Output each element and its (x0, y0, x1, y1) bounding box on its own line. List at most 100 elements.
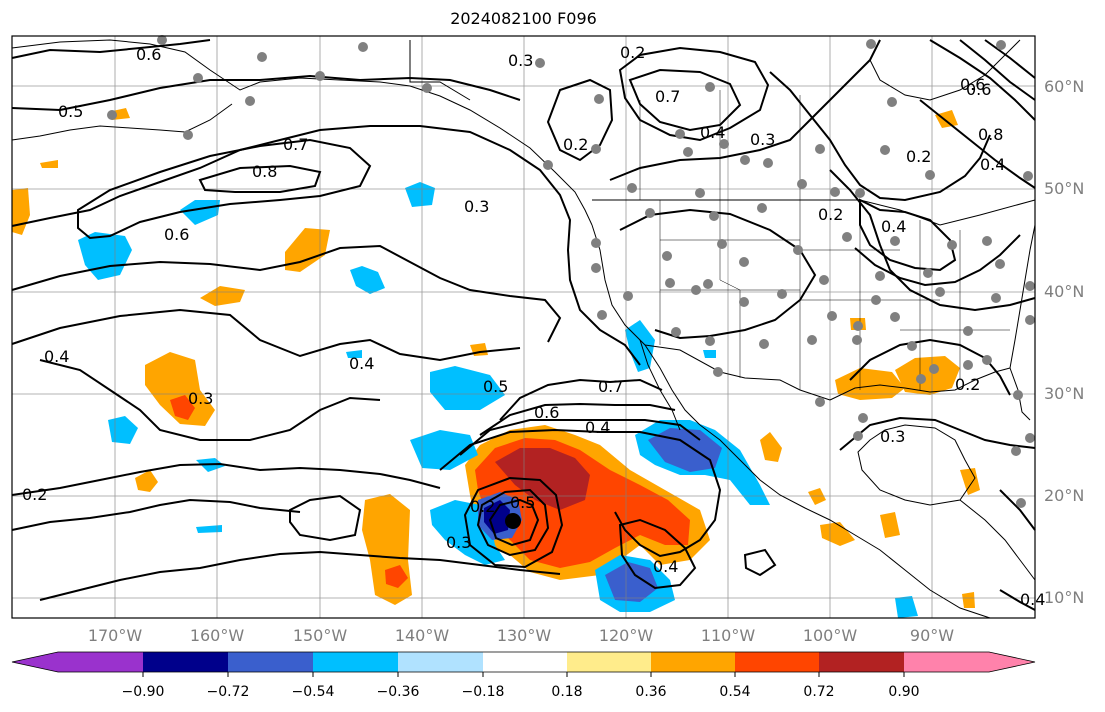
shade-lightblue (78, 232, 132, 280)
lat-label: 10°N (1044, 588, 1085, 607)
colorbar-tick-label: −0.54 (291, 684, 335, 700)
shade-orange (145, 352, 215, 426)
east-coast (1009, 224, 1036, 369)
contour-label: 0.7 (283, 135, 308, 154)
shade-navy (484, 500, 510, 534)
shade-orange (960, 468, 980, 495)
lon-label: 120°W (598, 626, 654, 645)
contour-label: 0.4 (700, 123, 725, 142)
colorbar-tick-label: 0.90 (888, 684, 920, 700)
contour-label: 0.5 (483, 377, 508, 396)
map-border (11, 35, 1036, 619)
shade-lightblue (430, 366, 505, 410)
contour-label: 0.7 (598, 377, 623, 396)
shade-red (385, 565, 408, 588)
contour-label: 0.8 (978, 125, 1003, 144)
shade-orange (880, 512, 900, 538)
shade-lightblue (703, 350, 716, 358)
contour-label: 0.6 (136, 45, 161, 64)
contour-label: 0.4 (881, 217, 906, 236)
shade-lightblue (108, 416, 138, 444)
shade-orange (135, 470, 158, 492)
lon-label: 90°W (909, 626, 955, 645)
contour-label: 0.3 (446, 533, 471, 552)
shade-orange (200, 286, 245, 306)
shade-darkred (495, 448, 590, 510)
contour-label: 0.6 (966, 80, 991, 99)
yucatan (857, 424, 976, 506)
shade-lightblue (196, 525, 222, 533)
colorbar-tick-label: 0.36 (635, 684, 667, 700)
contour-label: 0.3 (508, 51, 533, 70)
shade-blue (648, 428, 722, 472)
colorbar (11, 651, 1036, 677)
lon-label: 110°W (700, 626, 756, 645)
contour-label: 0.8 (252, 162, 277, 181)
contour-label: 0.6 (164, 225, 189, 244)
contour-label: 0.3 (880, 427, 905, 446)
contour-labels: 0.6 0.5 0.7 0.8 0.6 0.4 0.3 0.2 0.4 0.5 … (22, 43, 1045, 609)
shade-orange (760, 432, 782, 462)
shade-orange (962, 592, 975, 608)
lat-label: 20°N (1044, 486, 1085, 505)
lon-label: 170°W (87, 626, 143, 645)
colorbar-tick-label: 0.72 (803, 684, 835, 700)
shade-lightblue (350, 266, 385, 294)
shade-orange (808, 488, 826, 505)
contour-label: 0.5 (510, 493, 535, 512)
contour-label: 0.2 (955, 375, 980, 394)
shade-lightblue (346, 350, 362, 358)
florida (1009, 367, 1031, 421)
contour-label: 0.2 (906, 147, 931, 166)
contour-label: 0.3 (464, 197, 489, 216)
contour-label: 0.3 (188, 389, 213, 408)
contour-label: 0.2 (563, 135, 588, 154)
lon-label: 150°W (292, 626, 348, 645)
lat-label: 40°N (1044, 282, 1085, 301)
contour-label: 0.5 (58, 102, 83, 121)
shade-orange (895, 356, 960, 395)
lon-label: 100°W (802, 626, 858, 645)
shade-lightblue (410, 430, 478, 470)
mexico-coast (699, 424, 991, 619)
shade-lightblue (405, 182, 435, 207)
central-america (959, 499, 1036, 581)
shading-layer (12, 108, 980, 618)
shade-orange (935, 110, 958, 128)
contour-label: 0.4 (44, 347, 69, 366)
colorbar-tick-label: −0.36 (376, 684, 420, 700)
lon-label: 130°W (496, 626, 552, 645)
colorbar-tick-label: −0.90 (121, 684, 165, 700)
shade-orange (40, 160, 58, 168)
contour-label: 0.4 (585, 418, 610, 437)
shade-red (170, 395, 195, 420)
contour-label: 0.2 (22, 485, 47, 504)
contour-label: 0.6 (534, 403, 559, 422)
bc-border (409, 40, 471, 101)
contour-label: 0.6 (960, 75, 985, 94)
shade-lightblue (895, 596, 918, 618)
contour-label: 0.2 (620, 43, 645, 62)
lat-label: 60°N (1044, 77, 1085, 96)
lat-label: 30°N (1044, 384, 1085, 403)
map-title: 2024082100 F096 (450, 9, 597, 28)
lon-label: 140°W (394, 626, 450, 645)
storm-center-marker (505, 513, 521, 529)
contour-label: 0.3 (750, 130, 775, 149)
contour-label: 0.2 (470, 497, 495, 516)
shade-blue (605, 562, 658, 602)
station-markers (107, 35, 1035, 508)
hudson (869, 39, 1021, 101)
state-borders (639, 90, 1010, 390)
colorbar-left-arrow (12, 652, 58, 672)
aleutians (11, 103, 233, 141)
gulf-coast (829, 367, 1011, 401)
us-west-coast (591, 224, 701, 426)
contour-label: 0.2 (818, 205, 843, 224)
lon-label: 160°W (189, 626, 245, 645)
shade-orange (835, 368, 905, 400)
colorbar-tick-label: −0.72 (206, 684, 250, 700)
colorbar-right-arrow (989, 652, 1035, 672)
colorbar-tick-label: 0.54 (719, 684, 751, 700)
colorbar-tick-label: −0.18 (461, 684, 505, 700)
